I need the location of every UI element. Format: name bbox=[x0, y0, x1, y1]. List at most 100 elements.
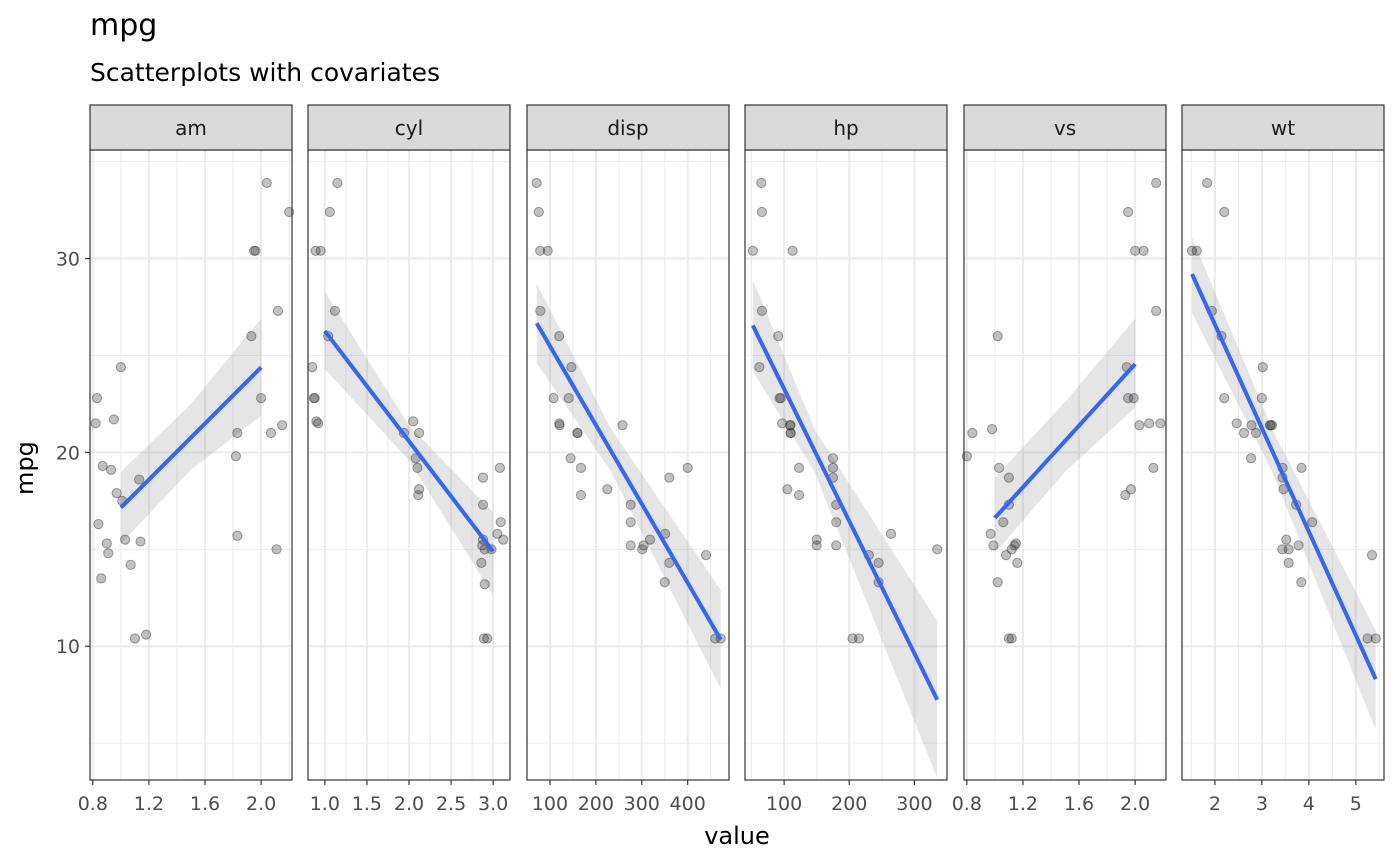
x-tick-label: 3 bbox=[1256, 793, 1268, 815]
data-point bbox=[1277, 544, 1288, 555]
data-point bbox=[533, 206, 544, 218]
regression-line bbox=[119, 365, 263, 510]
data-point bbox=[682, 462, 693, 474]
data-point bbox=[414, 484, 425, 495]
facet-panel-hp: hp 100 200 300 bbox=[744, 104, 948, 815]
data-point bbox=[315, 245, 326, 256]
data-point bbox=[1123, 393, 1134, 404]
data-point bbox=[477, 499, 489, 510]
data-point bbox=[1003, 472, 1014, 483]
data-point bbox=[482, 633, 493, 644]
data-point bbox=[967, 427, 978, 439]
data-point bbox=[1281, 534, 1292, 545]
data-point bbox=[309, 393, 320, 404]
x-tick-label: 300 bbox=[896, 793, 932, 815]
data-point bbox=[747, 245, 758, 256]
facet-strip bbox=[89, 104, 293, 151]
x-tick-label: 2.0 bbox=[1120, 793, 1150, 815]
data-point bbox=[1012, 557, 1023, 568]
data-point bbox=[787, 245, 798, 256]
data-point bbox=[492, 528, 503, 539]
data-point bbox=[548, 393, 559, 404]
data-point bbox=[993, 462, 1005, 474]
data-point bbox=[232, 427, 243, 439]
data-point bbox=[777, 418, 788, 429]
data-point bbox=[133, 474, 145, 485]
data-point bbox=[96, 573, 107, 584]
data-point bbox=[250, 245, 261, 256]
data-point bbox=[1186, 245, 1198, 256]
data-point bbox=[1219, 206, 1230, 218]
data-point bbox=[811, 540, 822, 551]
data-point bbox=[256, 393, 267, 404]
data-point bbox=[1257, 362, 1268, 373]
data-point bbox=[542, 245, 553, 256]
data-point bbox=[1120, 489, 1131, 501]
chart-title: mpg bbox=[90, 8, 158, 43]
x-tick-label: 1.6 bbox=[1064, 793, 1094, 815]
facet-panel-disp: disp 100 200 300 400 bbox=[526, 104, 730, 815]
x-tick-label: 1.2 bbox=[134, 793, 164, 815]
data-point bbox=[847, 633, 858, 644]
data-point bbox=[831, 517, 842, 528]
data-point bbox=[625, 517, 636, 528]
facet-strip bbox=[1181, 104, 1385, 151]
data-point bbox=[1246, 420, 1257, 431]
x-tick-label: 400 bbox=[670, 793, 706, 815]
regression-line bbox=[993, 362, 1137, 520]
data-point bbox=[659, 577, 670, 588]
data-point bbox=[1296, 462, 1307, 474]
data-point bbox=[119, 534, 131, 545]
data-point bbox=[1245, 453, 1257, 464]
data-point bbox=[988, 540, 999, 551]
data-point bbox=[853, 633, 865, 644]
data-point bbox=[479, 579, 490, 590]
y-axis-label: mpg bbox=[11, 441, 39, 495]
regression-line bbox=[534, 322, 723, 641]
data-point bbox=[535, 245, 546, 256]
data-point bbox=[1000, 550, 1012, 561]
data-point bbox=[784, 420, 796, 431]
data-point bbox=[998, 517, 1009, 528]
data-point bbox=[1202, 177, 1213, 189]
data-point bbox=[563, 393, 574, 404]
x-tick-label: 4 bbox=[1303, 793, 1315, 815]
data-point bbox=[115, 362, 126, 373]
x-tick-label: 1.5 bbox=[352, 793, 382, 815]
x-tick-label: 200 bbox=[831, 793, 867, 815]
data-point bbox=[1003, 633, 1014, 644]
data-point bbox=[602, 484, 613, 495]
facet-panel-cyl: cyl 1.0 1.5 2.0 2.5 3.0 bbox=[307, 104, 511, 815]
data-point bbox=[774, 393, 785, 404]
data-point bbox=[700, 550, 712, 561]
x-tick-label: 0.8 bbox=[952, 793, 982, 815]
facet-strip-label: cyl bbox=[395, 116, 423, 140]
data-point bbox=[265, 427, 277, 439]
data-point bbox=[885, 528, 897, 539]
data-point bbox=[93, 519, 104, 530]
data-point bbox=[1009, 540, 1020, 551]
chart-subtitle: Scatterplots with covariates bbox=[90, 58, 440, 87]
data-point bbox=[773, 330, 784, 342]
panel-background bbox=[964, 150, 1166, 780]
regression-line bbox=[751, 324, 940, 701]
facet-strip bbox=[526, 104, 730, 151]
data-point bbox=[101, 538, 112, 549]
data-point bbox=[1151, 177, 1162, 189]
data-point bbox=[125, 559, 136, 570]
data-point bbox=[1266, 420, 1278, 431]
y-tick-label: 10 bbox=[56, 636, 80, 658]
data-point bbox=[478, 633, 490, 644]
facet-panel-wt: wt 2 3 4 5 bbox=[1181, 104, 1385, 815]
data-point bbox=[498, 534, 509, 545]
facet-strip-label: am bbox=[175, 116, 207, 140]
data-point bbox=[554, 330, 565, 342]
data-point bbox=[232, 530, 243, 541]
data-point bbox=[1231, 418, 1242, 429]
x-tick-label: 2.0 bbox=[394, 793, 424, 815]
y-tick-label: 30 bbox=[56, 249, 80, 271]
data-point bbox=[324, 206, 335, 218]
data-point bbox=[332, 177, 343, 189]
x-tick-label: 5 bbox=[1350, 793, 1362, 815]
data-point bbox=[572, 427, 583, 439]
